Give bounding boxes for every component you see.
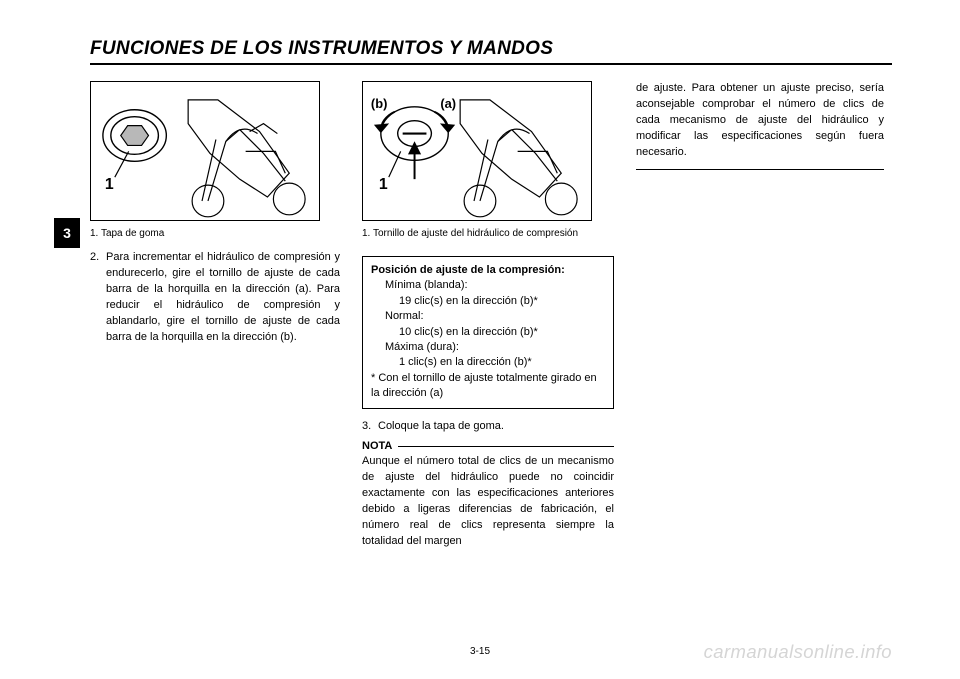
- end-rule: [636, 169, 884, 170]
- item-text: Coloque la tapa de goma.: [378, 419, 614, 435]
- nota-label: NOTA: [362, 440, 392, 452]
- column-1: 1 1. Tapa de goma 2. Para incrementar el…: [90, 81, 340, 550]
- heading-rule: [90, 63, 892, 65]
- svg-text:(b): (b): [371, 95, 387, 110]
- page-number: 3-15: [470, 646, 490, 657]
- watermark: carmanualsonline.info: [704, 641, 892, 663]
- list-item: 3. Coloque la tapa de goma.: [362, 419, 614, 435]
- figure-adjuster: (a) (b) 1: [362, 81, 592, 221]
- spec-footnote: * Con el tornillo de ajuste totalmente g…: [371, 371, 605, 402]
- spec-l3: Máxima (dura):: [385, 340, 605, 355]
- page-heading: FUNCIONES DE LOS INSTRUMENTOS Y MANDOS: [90, 38, 892, 60]
- figure-caption-2: 1. Tornillo de ajuste del hidráulico de …: [362, 227, 614, 240]
- adjuster-illustration: (a) (b) 1: [363, 82, 591, 221]
- svg-text:1: 1: [105, 176, 114, 193]
- item-number: 2.: [90, 250, 106, 346]
- continuation-text: de ajuste. Para obtener un ajuste precis…: [636, 81, 884, 161]
- document-page: FUNCIONES DE LOS INSTRUMENTOS Y MANDOS 3: [0, 0, 960, 679]
- nota-text: Aunque el número total de clics de un me…: [362, 454, 614, 550]
- spec-l1: Mínima (blanda):: [385, 278, 605, 293]
- column-2: (a) (b) 1 1. Tornillo de ajuste del hidr…: [362, 81, 614, 550]
- spec-l3v: 1 clic(s) en la dirección (b)*: [399, 355, 605, 370]
- column-3: de ajuste. Para obtener un ajuste precis…: [636, 81, 884, 550]
- figure-rubber-cap: 1: [90, 81, 320, 221]
- list-item: 2. Para incrementar el hidráulico de com…: [90, 250, 340, 346]
- spec-l1v: 19 clic(s) en la dirección (b)*: [399, 294, 605, 309]
- nota-heading: NOTA: [362, 440, 614, 452]
- content-columns: 1 1. Tapa de goma 2. Para incrementar el…: [90, 81, 892, 550]
- rubber-cap-illustration: 1: [91, 82, 319, 221]
- spec-l2: Normal:: [385, 309, 605, 324]
- svg-text:1: 1: [379, 176, 388, 193]
- nota-rule: [398, 446, 614, 447]
- item-text: Para incrementar el hidráulico de compre…: [106, 250, 340, 346]
- figure-caption-1: 1. Tapa de goma: [90, 227, 340, 240]
- spec-box: Posición de ajuste de la compresión: Mín…: [362, 256, 614, 409]
- section-tab: 3: [54, 218, 80, 248]
- item-number: 3.: [362, 419, 378, 435]
- spec-l2v: 10 clic(s) en la dirección (b)*: [399, 325, 605, 340]
- svg-text:(a): (a): [440, 95, 456, 110]
- spec-title: Posición de ajuste de la compresión:: [371, 263, 605, 278]
